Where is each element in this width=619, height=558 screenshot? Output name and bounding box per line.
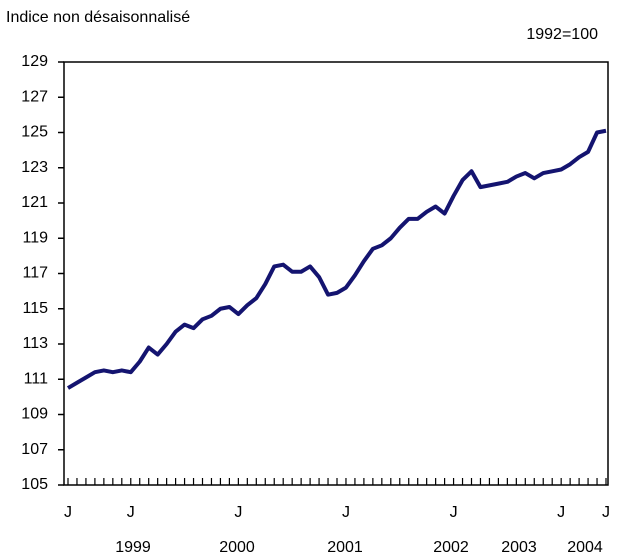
year-label: 2004: [567, 539, 603, 556]
y-tick-label: 107: [21, 441, 48, 458]
chart-subtitle: 1992=100: [526, 26, 598, 43]
x-tick-label: J: [557, 504, 565, 521]
y-tick-label: 127: [21, 88, 48, 105]
y-tick-label: 117: [22, 265, 48, 282]
y-tick-label: 109: [21, 406, 48, 423]
y-tick-label: 123: [21, 159, 48, 176]
y-tick-label: 105: [21, 476, 48, 493]
x-tick-label: J: [64, 504, 72, 521]
y-tick-label: 113: [22, 335, 48, 352]
year-label: 2000: [219, 539, 255, 556]
x-tick-label: J: [450, 504, 458, 521]
x-tick-label: J: [602, 504, 610, 521]
y-tick-label: 121: [21, 194, 48, 211]
year-label: 2001: [327, 539, 363, 556]
y-tick-label: 115: [22, 300, 48, 317]
year-label: 1999: [115, 539, 151, 556]
x-tick-label: J: [234, 504, 242, 521]
line: [66, 128, 607, 390]
y-tick-label: 125: [21, 124, 48, 141]
y-tick-label: 129: [21, 53, 48, 70]
y-tick-label: 111: [24, 370, 48, 387]
year-label: 2003: [501, 539, 537, 556]
x-tick-label: J: [127, 504, 135, 521]
plot-frame: [63, 61, 609, 486]
y-tick-label: 119: [22, 229, 48, 246]
chart-title: Indice non désaisonnalisé: [6, 9, 190, 26]
x-tick-label: J: [342, 504, 350, 521]
year-label: 2002: [433, 539, 469, 556]
